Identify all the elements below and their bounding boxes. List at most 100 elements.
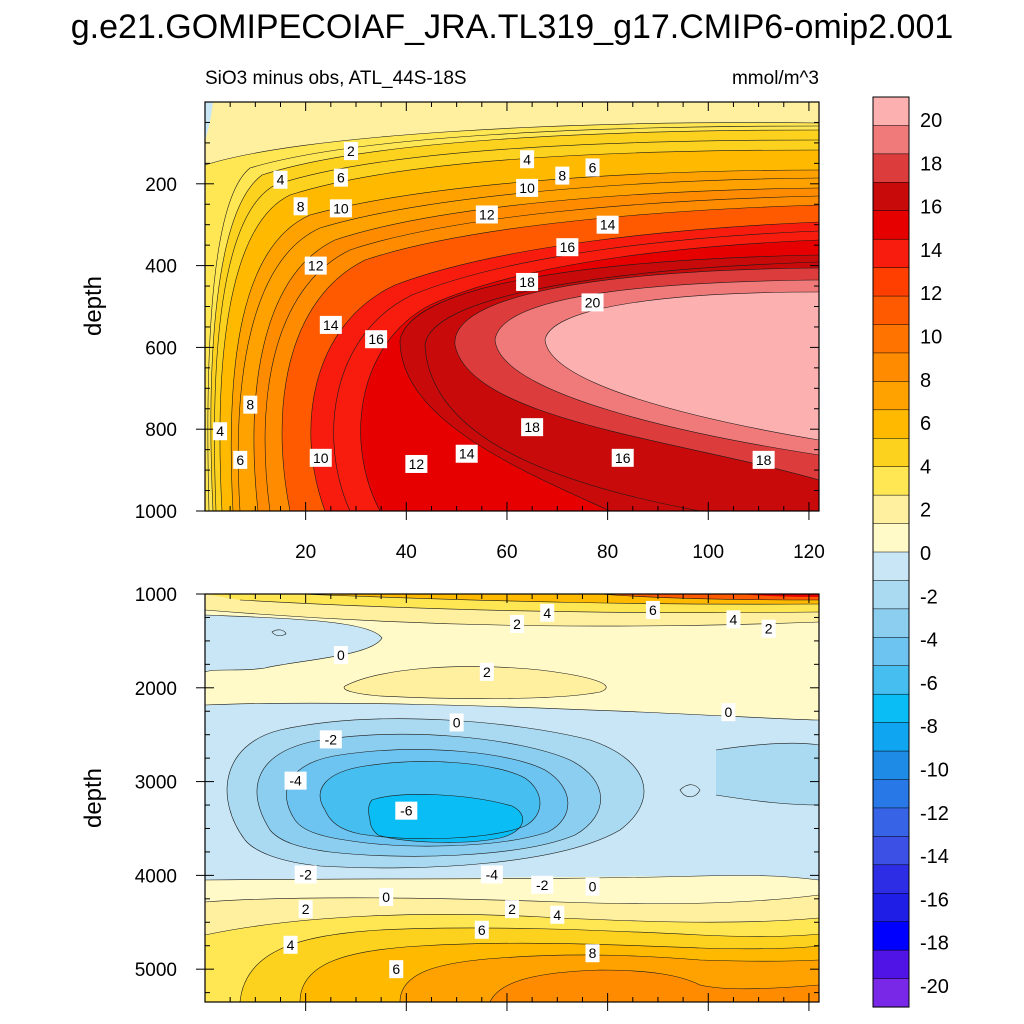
lower-contour-label-box: [389, 960, 404, 979]
lower-plot-frame: [204, 593, 820, 1003]
lower-contour-label: -4: [480, 865, 503, 884]
upper-contour-label-text: 16: [368, 331, 384, 347]
colorbar-swatch: [872, 693, 910, 724]
upper-contour-label-text: 10: [519, 180, 535, 196]
colorbar-swatch: [872, 978, 910, 1008]
colorbar-label: 4: [920, 456, 931, 478]
upper-contour-label-box: [273, 170, 288, 189]
subtitle-units: mmol/m^3: [732, 68, 819, 89]
colorbar: 20181614121086420-2-4-6-8-10-12-14-16-18…: [872, 96, 949, 1008]
lower-y-tick-label: 5000: [135, 960, 177, 981]
colorbar-swatch: [872, 125, 910, 155]
colorbar-label: 0: [920, 543, 931, 565]
lower-y-tick-label: 1000: [135, 585, 177, 606]
lower-contour-label-box: [505, 900, 519, 919]
upper-contour-label-box: [365, 330, 388, 349]
colorbar-swatch: [872, 523, 910, 553]
upper-contour-label-text: 8: [246, 397, 254, 413]
upper-contour-label-box: [581, 293, 604, 312]
upper-contour-label: 12: [405, 454, 428, 473]
colorbar-swatch: [872, 893, 910, 923]
colorbar-label: -16: [920, 889, 949, 911]
colorbar-swatch: [872, 921, 910, 951]
lower-contour-label-box: [449, 713, 464, 732]
lower-contour-label: -6: [395, 801, 418, 820]
lower-contour-label: -2: [294, 865, 317, 884]
upper-contour-label-text: 12: [308, 258, 324, 274]
upper-contour-label: 6: [333, 168, 348, 187]
lower-contour-label: -2: [319, 730, 342, 749]
colorbar-label: 2: [920, 500, 931, 522]
lower-contour-label: 6: [389, 960, 404, 979]
upper-contour-label-text: 16: [560, 239, 576, 255]
upper-contour-label: 18: [516, 272, 539, 291]
upper-contour-label: 12: [304, 256, 327, 275]
colorbar-swatch: [872, 182, 910, 212]
upper-contour-label-box: [516, 272, 539, 291]
lower-contour-label-text: -4: [289, 773, 302, 789]
upper-contour-label: 16: [611, 448, 634, 467]
lower-contour-label: 2: [479, 662, 494, 681]
upper-contour-label-text: 2: [347, 143, 355, 159]
lower-contour-label-box: [294, 865, 317, 884]
upper-contour-label-text: 4: [277, 172, 285, 188]
upper-negative-corner: [205, 102, 213, 140]
upper-x-tick-label: 60: [496, 542, 517, 563]
colorbar-swatch: [872, 352, 910, 382]
lower-y-tick-label: 4000: [135, 866, 177, 887]
colorbar-swatch: [872, 580, 910, 610]
lower-contour-label-box: [395, 801, 418, 820]
colorbar-swatch: [872, 381, 910, 411]
lower-contour-labels: 4 6 4 2 2 0 2 0 0 -2 -4 -6 -2 -4 -2 0 0 2 2 4 6 4 8 6: [283, 600, 776, 979]
upper-contour-label-text: 10: [313, 450, 329, 466]
colorbar-label: 8: [920, 370, 931, 392]
upper-contour-label-text: 14: [600, 217, 616, 233]
upper-contour-label: 14: [455, 444, 478, 463]
upper-contour-label-box: [243, 395, 258, 414]
upper-contour-label-box: [516, 178, 539, 197]
lower-contour-label-box: [510, 615, 525, 634]
lower-contour-label-text: 8: [589, 945, 597, 961]
lower-contour-label-text: 4: [287, 937, 295, 953]
colorbar-label: -14: [920, 846, 949, 868]
colorbar-swatch: [872, 96, 910, 126]
colorbar-label: -12: [920, 803, 949, 825]
lower-panel-plot: 1000 2000 3000 4000 5000 4 6 4 2 2 0 2 0 0 -2 -4 -6 -2 -4…: [80, 585, 820, 1011]
lower-contour-label-text: -4: [486, 866, 499, 882]
upper-contour-label-box: [555, 166, 570, 185]
figure-title: g.e21.GOMIPECOIAF_JRA.TL319_g17.CMIP6-om…: [71, 8, 954, 46]
colorbar-swatch: [872, 494, 910, 525]
upper-contour-label: 16: [556, 238, 579, 257]
lower-negative-right: [716, 743, 819, 805]
colorbar-label: 18: [920, 153, 942, 175]
lower-contour-label: 2: [505, 900, 519, 919]
lower-band-top-8-10: [740, 594, 819, 597]
colorbar-swatch: [872, 807, 910, 837]
upper-contour-label-text: 18: [524, 419, 540, 435]
upper-contour-label: 14: [596, 215, 619, 234]
upper-contour-label-box: [304, 256, 327, 275]
upper-contour-label-box: [585, 158, 600, 177]
upper-contour-label: 8: [555, 166, 570, 185]
lower-contour-label: 4: [550, 905, 565, 924]
colorbar-label: -18: [920, 933, 949, 955]
lower-contour-label-box: [479, 662, 494, 681]
lower-contour-label-text: 0: [725, 704, 733, 720]
colorbar-label: -20: [920, 976, 949, 998]
colorbar-swatch: [872, 295, 910, 326]
lower-contour-label-text: 2: [302, 901, 310, 917]
upper-contour-label-text: 18: [756, 452, 772, 468]
upper-contour-label: 18: [521, 418, 544, 437]
lower-contour-label-box: [761, 619, 776, 638]
upper-y-tick-label: 1000: [135, 502, 177, 523]
lower-negative-left-top: [205, 615, 382, 672]
lower-contour-label: 0: [721, 703, 736, 722]
colorbar-swatch: [872, 665, 910, 695]
lower-contour-label-text: -2: [536, 877, 549, 893]
colorbar-label: 20: [920, 110, 942, 132]
upper-y-tick-label: 800: [145, 420, 177, 441]
